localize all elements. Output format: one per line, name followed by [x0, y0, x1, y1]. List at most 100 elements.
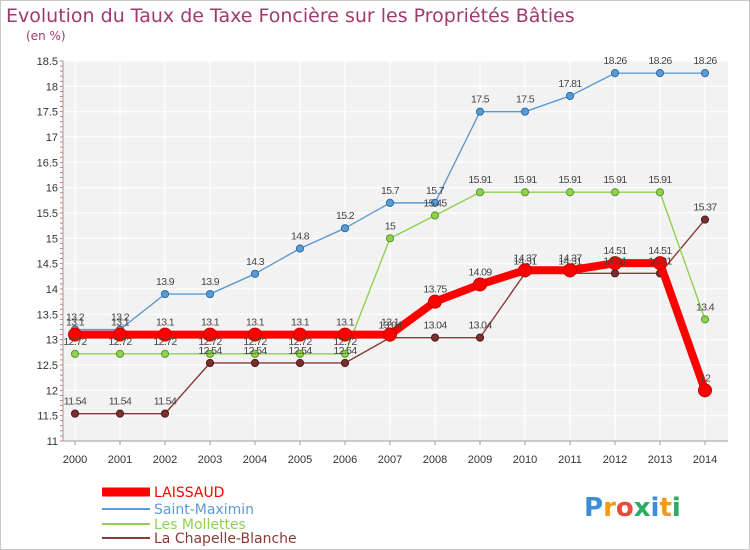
- x-tick-label: 2011: [558, 454, 582, 466]
- y-tick-label: 14.5: [37, 259, 58, 271]
- proxiti-logo: Proxiti: [584, 493, 681, 523]
- x-tick-label: 2006: [333, 454, 357, 466]
- legend-item-la-chapelle-blanche: La Chapelle-Blanche: [102, 531, 297, 547]
- data-label-les-mollettes: 15.45: [423, 198, 447, 210]
- data-point-les-mollettes: [250, 349, 260, 358]
- data-label-laissaud: 14.51: [603, 245, 627, 257]
- y-tick-label: 15.5: [37, 208, 58, 220]
- data-label-laissaud: 12: [700, 372, 711, 384]
- y-tick-label: 15: [46, 233, 58, 245]
- legend-label-laissaud: LAISSAUD: [154, 485, 224, 501]
- data-point-saint-maximin: [610, 69, 620, 78]
- proxiti-logo-text: Proxiti: [584, 493, 681, 523]
- data-label-laissaud: 13.1: [111, 317, 130, 329]
- data-point-saint-maximin: [475, 107, 485, 116]
- chart-unit-label: (en %): [26, 29, 66, 43]
- data-point-laissaud: [158, 327, 172, 342]
- logo-letter: r: [603, 493, 616, 523]
- legend-item-les-mollettes: Les Mollettes: [102, 517, 246, 533]
- data-label-la-chapelle-blanche: 14.31: [603, 255, 627, 267]
- y-tick-label: 17: [46, 132, 58, 144]
- data-point-la-chapelle-blanche: [295, 358, 305, 368]
- data-label-saint-maximin: 18.26: [648, 55, 672, 67]
- data-point-les-mollettes: [160, 349, 170, 358]
- logo-letter: x: [634, 493, 651, 523]
- data-label-saint-maximin: 13.9: [156, 276, 175, 288]
- data-label-laissaud: 14.51: [648, 245, 672, 257]
- series-les-mollettes: [70, 188, 710, 358]
- data-point-laissaud: [698, 383, 712, 398]
- data-label-saint-maximin: 17.81: [558, 78, 582, 90]
- data-point-saint-maximin: [340, 224, 350, 233]
- data-label-laissaud: 13.1: [291, 317, 310, 329]
- data-label-les-mollettes: 12.72: [198, 336, 222, 348]
- data-label-les-mollettes: 13.4: [696, 301, 715, 313]
- y-tick-label: 13: [46, 335, 58, 347]
- data-label-les-mollettes: 15.91: [648, 174, 672, 186]
- x-tick-label: 2007: [378, 454, 402, 466]
- data-point-les-mollettes: [520, 188, 530, 197]
- logo-letter: i: [651, 493, 660, 523]
- data-label-laissaud: 13.1: [336, 317, 355, 329]
- y-tick-label: 11: [47, 436, 58, 448]
- data-label-saint-maximin: 14.8: [291, 230, 310, 242]
- data-label-la-chapelle-blanche: 12.54: [243, 345, 267, 357]
- data-point-saint-maximin: [565, 91, 575, 101]
- data-point-la-chapelle-blanche: [205, 358, 215, 368]
- data-point-la-chapelle-blanche: [610, 269, 620, 278]
- data-labels-saint-maximin: 13.2 13.2 13.9 13.9 14.3 14.8 15.2 15.7 15.7 17.5…: [66, 55, 718, 324]
- data-label-saint-maximin: 13.2: [66, 312, 85, 324]
- data-label-saint-maximin: 17.5: [471, 94, 490, 106]
- data-label-saint-maximin: 14.3: [246, 256, 265, 268]
- data-point-laissaud: [68, 327, 82, 342]
- series-layer: 11.54 11.54 11.54 12.54 12.54 12.54 12.54 13.04…: [63, 55, 718, 418]
- data-label-les-mollettes: 12.72: [288, 336, 312, 348]
- data-point-les-mollettes: [655, 188, 665, 197]
- data-point-les-mollettes: [340, 349, 350, 358]
- data-label-laissaud: 14.09: [468, 266, 492, 278]
- data-point-saint-maximin: [520, 107, 530, 116]
- data-label-les-mollettes: 12.72: [108, 336, 132, 348]
- data-point-saint-maximin: [385, 198, 395, 207]
- y-tick-label: 16.5: [37, 157, 58, 169]
- data-label-saint-maximin: 13.2: [111, 312, 130, 324]
- logo-letter: o: [616, 493, 634, 523]
- x-tick-label: 2003: [198, 454, 222, 466]
- data-point-saint-maximin: [430, 198, 440, 207]
- data-labels-la-chapelle-blanche: 11.54 11.54 11.54 12.54 12.54 12.54 12.54 13.04…: [64, 202, 718, 408]
- data-label-les-mollettes: 12.72: [243, 336, 267, 348]
- data-point-les-mollettes: [205, 349, 215, 358]
- logo-letter: t: [659, 493, 671, 523]
- data-label-laissaud: 13.1: [381, 317, 400, 329]
- x-tick-label: 2004: [243, 454, 267, 466]
- data-point-laissaud: [608, 256, 622, 271]
- data-point-les-mollettes: [385, 234, 395, 243]
- data-point-saint-maximin: [160, 289, 170, 299]
- data-label-saint-maximin: 15.7: [426, 185, 445, 197]
- data-point-laissaud: [203, 327, 217, 342]
- legend-item-saint-maximin: Saint-Maximin: [102, 502, 254, 518]
- data-point-laissaud: [293, 327, 307, 342]
- data-point-laissaud: [248, 327, 262, 342]
- data-label-la-chapelle-blanche: 11.54: [64, 396, 87, 408]
- x-tick-label: 2014: [693, 454, 717, 466]
- data-label-la-chapelle-blanche: 12.54: [333, 345, 357, 357]
- data-point-saint-maximin: [700, 69, 710, 78]
- data-point-la-chapelle-blanche: [340, 358, 350, 368]
- data-label-la-chapelle-blanche: 13.04: [468, 320, 492, 332]
- data-point-la-chapelle-blanche: [475, 333, 485, 342]
- data-point-laissaud: [338, 327, 352, 342]
- data-label-laissaud: 14.37: [513, 252, 537, 264]
- data-point-les-mollettes: [610, 188, 620, 197]
- x-tick-label: 2010: [513, 454, 537, 466]
- x-tick-label: 2005: [288, 454, 312, 466]
- y-tick-label: 13.5: [37, 309, 58, 321]
- x-tick-label: 2012: [603, 454, 627, 466]
- data-point-les-mollettes: [475, 188, 485, 197]
- data-point-les-mollettes: [295, 349, 305, 358]
- data-label-saint-maximin: 17.5: [516, 94, 535, 106]
- data-label-la-chapelle-blanche: 15.37: [693, 202, 717, 214]
- data-label-les-mollettes: 15.91: [558, 174, 582, 186]
